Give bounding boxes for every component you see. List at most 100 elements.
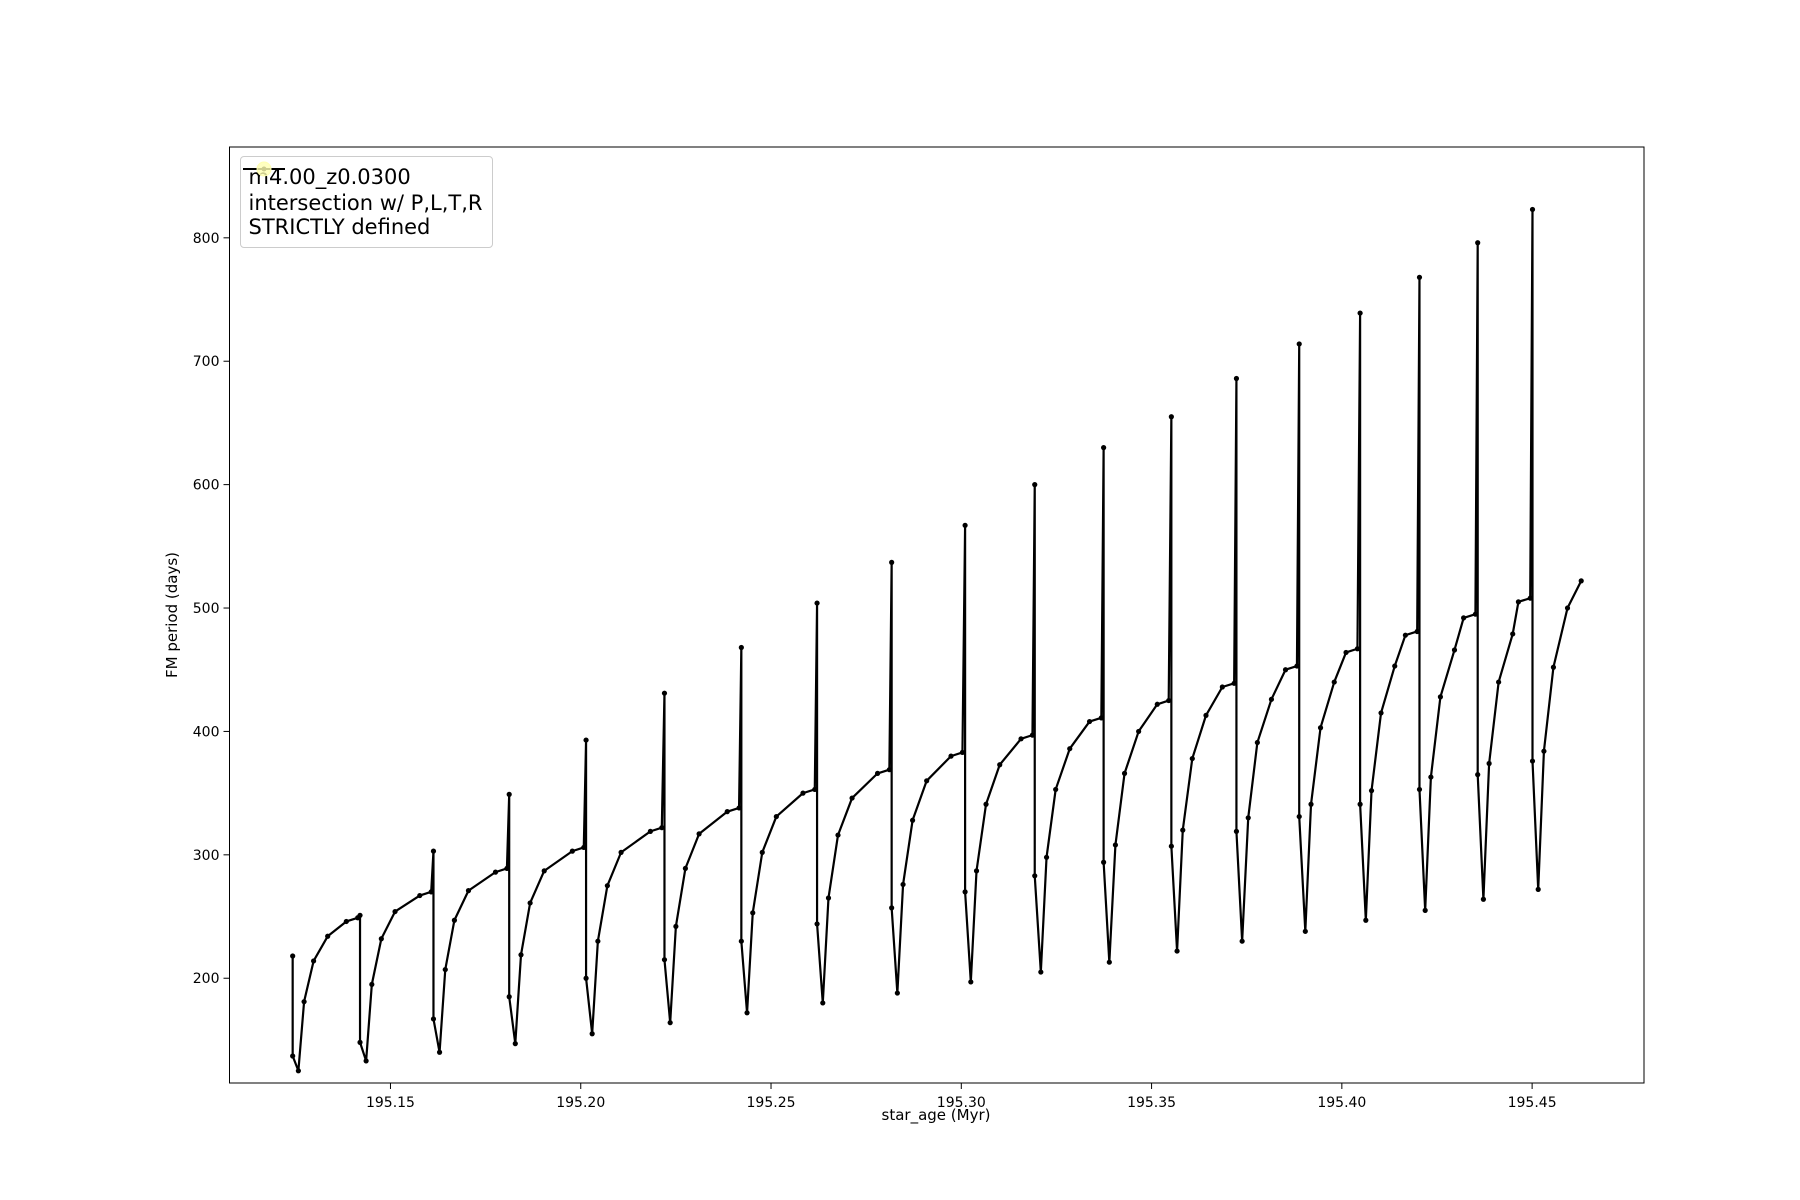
point (1317, 725, 1324, 731)
point (1302, 928, 1308, 934)
point (900, 881, 906, 888)
point (1154, 701, 1160, 707)
point (773, 813, 779, 820)
point (894, 990, 900, 996)
point (301, 999, 307, 1005)
point (1032, 482, 1038, 488)
point (541, 868, 547, 874)
point (1101, 445, 1107, 451)
legend-swatch (256, 161, 271, 177)
y-tick-label: 400 (193, 724, 220, 740)
point (682, 865, 688, 872)
y-tick-label: 800 (193, 231, 220, 247)
x-tick-label: 195.35 (1127, 1095, 1176, 1111)
point (814, 921, 820, 927)
point (750, 910, 756, 916)
point (595, 938, 601, 944)
legend-dot (256, 161, 271, 177)
point (1550, 664, 1557, 670)
point (1053, 786, 1059, 793)
point (1308, 801, 1314, 807)
point (724, 809, 730, 815)
point (1098, 715, 1104, 721)
y-tick-label: 200 (193, 971, 220, 987)
x-tick-label: 195.40 (1317, 1095, 1366, 1111)
point (673, 923, 679, 930)
point (618, 849, 624, 855)
point (1527, 595, 1533, 601)
point (738, 938, 744, 944)
point (736, 805, 742, 811)
x-tick-label: 195.15 (366, 1095, 415, 1111)
point (1541, 748, 1547, 754)
point (430, 1016, 437, 1022)
x-tick-label: 195.30 (937, 1095, 986, 1111)
point (812, 786, 818, 793)
point (1086, 718, 1093, 725)
point (1357, 310, 1363, 316)
point (1422, 907, 1428, 913)
point (1032, 873, 1038, 879)
point (1254, 739, 1260, 746)
point (1180, 827, 1186, 833)
point (1112, 842, 1119, 848)
point (1296, 813, 1302, 820)
point (1496, 679, 1502, 685)
point (968, 979, 974, 985)
point (492, 869, 499, 875)
point (1174, 948, 1180, 954)
point (1038, 969, 1044, 975)
point (973, 868, 980, 874)
point (1029, 732, 1036, 738)
point (759, 849, 765, 855)
point (849, 795, 855, 801)
point (800, 790, 806, 796)
point (1354, 646, 1361, 652)
point (1510, 631, 1516, 637)
point (430, 848, 437, 854)
point (428, 889, 434, 895)
point (1486, 760, 1492, 767)
point (889, 559, 895, 565)
point (1168, 843, 1174, 849)
point (1121, 770, 1128, 776)
legend-entry: intersection w/ P,L,T,R STRICTLY defined (249, 161, 482, 239)
point (357, 912, 363, 918)
point (948, 753, 954, 759)
point (1239, 938, 1245, 944)
point (1451, 647, 1458, 653)
point (378, 936, 384, 942)
plot-frame (229, 146, 1645, 1084)
point (959, 749, 966, 756)
point (1043, 854, 1050, 860)
series-line (291, 208, 1583, 1072)
point (512, 1041, 518, 1047)
point (1578, 578, 1584, 584)
point (1018, 736, 1024, 742)
point (451, 917, 458, 923)
point (962, 522, 968, 528)
point (835, 832, 841, 838)
x-tick-label: 195.25 (747, 1095, 796, 1111)
point (659, 825, 665, 831)
point (290, 953, 296, 959)
point (924, 778, 930, 784)
point (1189, 755, 1195, 762)
point (1368, 788, 1375, 794)
point (1461, 615, 1467, 621)
point (583, 737, 589, 743)
point (1529, 206, 1536, 213)
x-axis-label: star_age (Myr) (882, 1106, 991, 1125)
point (889, 905, 895, 911)
y-axis-label: FM period (days) (163, 552, 181, 678)
point (1378, 710, 1384, 716)
legend-entry: m4.00_z0.0300 (242, 165, 483, 189)
point (465, 888, 472, 894)
y-tick-label: 300 (193, 848, 220, 864)
point (290, 1053, 296, 1059)
point (1219, 684, 1225, 690)
point (661, 957, 668, 963)
point (436, 1049, 443, 1055)
point (392, 908, 398, 915)
